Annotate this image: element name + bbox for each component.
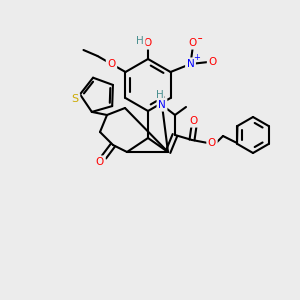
Text: H: H	[136, 36, 144, 46]
Text: O: O	[107, 59, 116, 69]
Text: S: S	[71, 94, 79, 104]
Text: O: O	[188, 38, 196, 48]
Text: O: O	[208, 57, 217, 67]
Text: H: H	[156, 90, 164, 100]
Text: +: +	[193, 53, 200, 62]
Text: N: N	[187, 59, 194, 69]
Text: O: O	[96, 157, 104, 167]
Text: N: N	[158, 100, 166, 110]
Text: O: O	[144, 38, 152, 48]
Text: −: −	[194, 34, 203, 44]
Text: O: O	[190, 116, 198, 126]
Text: O: O	[208, 138, 216, 148]
